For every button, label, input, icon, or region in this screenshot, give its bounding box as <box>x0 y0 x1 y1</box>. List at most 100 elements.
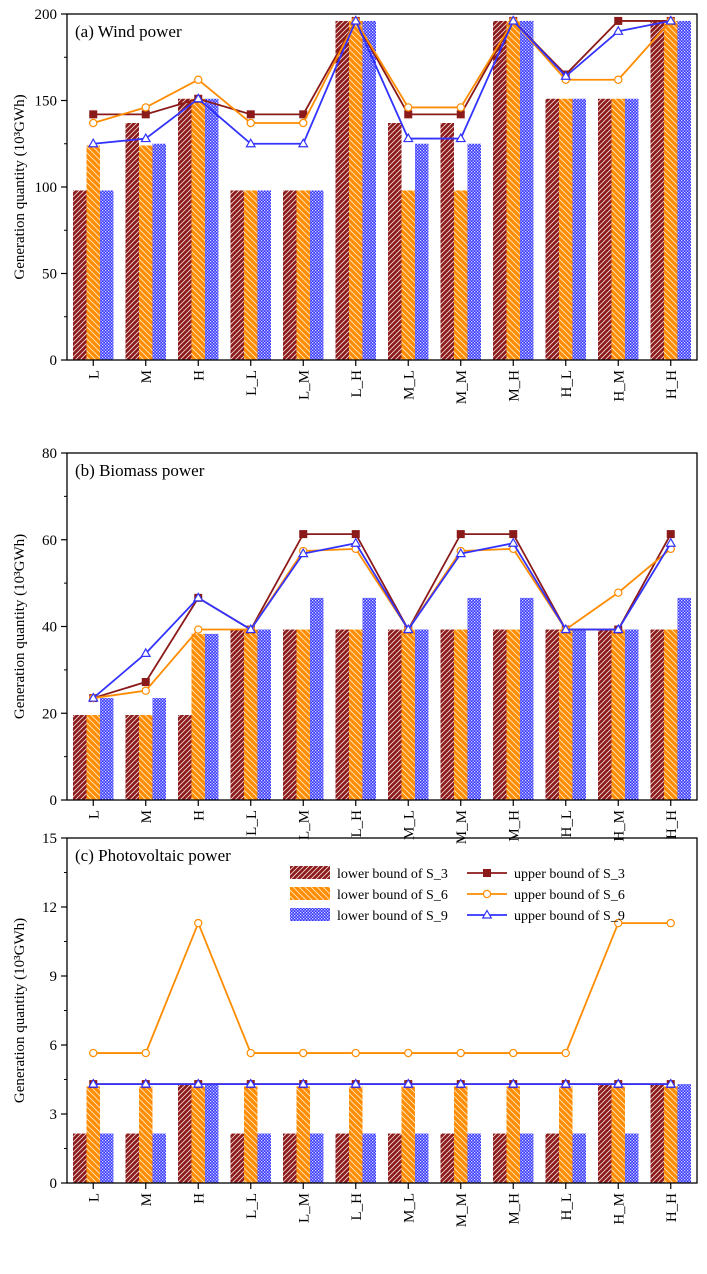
line-point <box>509 1048 518 1058</box>
y-tick-label: 0 <box>50 1176 58 1192</box>
bar <box>454 190 468 360</box>
bar <box>100 1133 114 1183</box>
x-tick-label: L <box>86 810 102 819</box>
bar <box>625 629 639 800</box>
x-tick-label: H_L <box>559 1193 575 1221</box>
x-tick-label: L_H <box>349 370 365 398</box>
bar <box>559 98 573 361</box>
line-point <box>455 1078 467 1088</box>
bar <box>191 1086 205 1183</box>
line-point <box>456 530 465 539</box>
x-tick-label: L_L <box>244 810 260 836</box>
bar <box>335 1133 349 1183</box>
bar <box>86 145 100 360</box>
bar <box>73 1133 87 1183</box>
line-point <box>665 1078 677 1088</box>
bar <box>545 98 559 361</box>
bar <box>205 633 219 800</box>
line-point <box>246 118 255 128</box>
x-tick-label: L_M <box>296 370 312 400</box>
series-line <box>93 920 671 1054</box>
bar <box>205 98 219 361</box>
bar <box>86 714 100 800</box>
bar <box>139 145 153 360</box>
bar <box>664 1086 678 1183</box>
bar <box>493 629 507 800</box>
line-series-3 <box>87 15 677 148</box>
x-tick-label: M_H <box>506 1193 522 1225</box>
bar <box>559 629 573 800</box>
x-tick-label: L_M <box>296 1193 312 1223</box>
bar <box>506 629 520 800</box>
bar <box>310 190 324 360</box>
bar <box>125 714 139 800</box>
bar <box>257 1133 271 1183</box>
panel-title: (c) Photovoltaic power <box>75 846 231 865</box>
bar <box>440 1133 454 1183</box>
x-tick-label: L <box>86 1193 102 1202</box>
y-tick-label: 0 <box>50 353 58 369</box>
bar <box>152 143 166 360</box>
bar <box>650 1084 664 1183</box>
bar <box>335 629 349 800</box>
line-point <box>350 15 362 25</box>
y-tick-label: 150 <box>35 94 58 110</box>
x-tick-label: H_L <box>559 370 575 398</box>
x-tick-label: M_M <box>454 370 470 404</box>
bar <box>362 1133 376 1183</box>
bar <box>611 1086 625 1183</box>
bar-series-1 <box>73 629 664 800</box>
bar <box>454 629 468 800</box>
bar <box>139 714 153 800</box>
bar <box>205 1084 219 1183</box>
line-point <box>351 530 360 539</box>
line-point <box>351 1048 360 1058</box>
line-point <box>140 132 152 143</box>
line-point <box>299 1048 308 1058</box>
bar <box>415 629 429 800</box>
series-line <box>93 547 672 699</box>
legend-marker <box>483 869 491 877</box>
x-tick-label: M_L <box>401 370 417 400</box>
bar <box>152 1133 166 1183</box>
line-point <box>561 1048 570 1058</box>
bar <box>362 597 376 800</box>
y-tick-label: 40 <box>42 620 57 636</box>
line-point <box>560 1078 572 1088</box>
x-tick-label: H_M <box>611 1193 627 1225</box>
line-point <box>614 75 623 84</box>
line-point <box>404 110 413 119</box>
bar <box>296 190 310 360</box>
line-point <box>297 1078 309 1088</box>
bar <box>125 1133 139 1183</box>
line-series-3 <box>87 1078 677 1088</box>
legend-label: upper bound of S_9 <box>514 909 625 924</box>
y-tick-label: 200 <box>35 7 58 23</box>
y-tick-label: 0 <box>50 793 58 809</box>
x-tick-label: H_M <box>611 810 627 842</box>
bar <box>401 190 415 360</box>
line-series-2 <box>89 918 675 1058</box>
line-point <box>402 1078 414 1088</box>
bar <box>467 597 481 800</box>
x-tick-label: L <box>86 370 102 379</box>
line-point <box>141 1048 150 1058</box>
bar <box>493 1133 507 1183</box>
y-axis-label: Generation quantity (10³GWh) <box>12 918 28 1103</box>
bar <box>664 629 678 800</box>
x-tick-label: H_M <box>611 370 627 402</box>
x-tick-label: M_L <box>401 1193 417 1223</box>
bar <box>625 1133 639 1183</box>
x-tick-label: L_L <box>244 370 260 396</box>
legend-label: lower bound of S_3 <box>337 867 448 882</box>
panel-title: (a) Wind power <box>75 22 182 41</box>
bar <box>349 629 363 800</box>
line-point <box>612 623 624 634</box>
bar <box>244 1086 258 1183</box>
x-tick-label: H_H <box>664 370 680 399</box>
bar <box>178 714 192 800</box>
x-tick-label: M <box>139 1193 155 1206</box>
bar <box>310 597 324 800</box>
bar <box>572 1133 586 1183</box>
